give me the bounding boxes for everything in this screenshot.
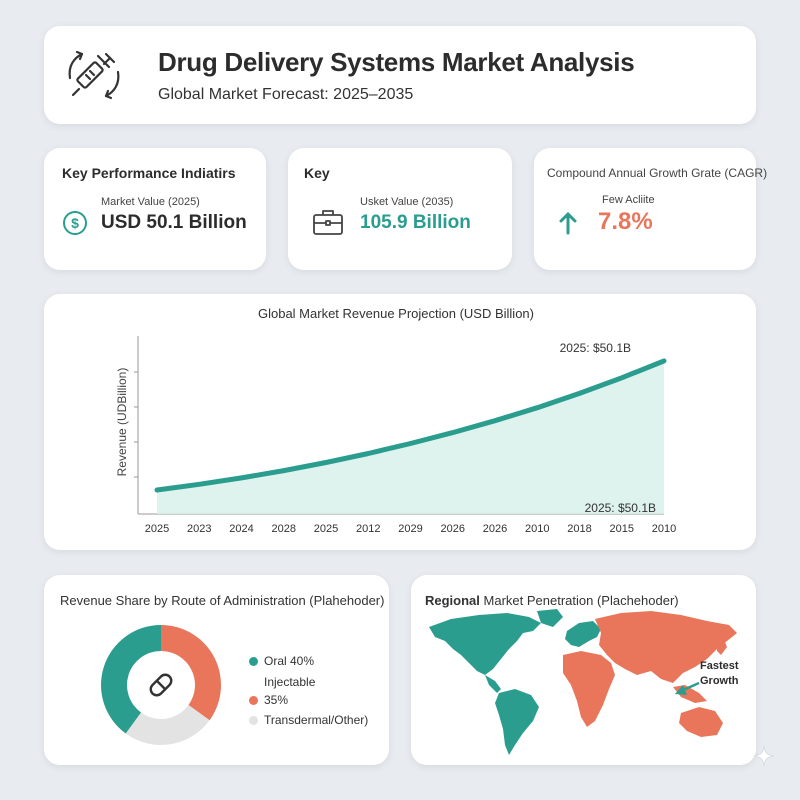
kpi-label: Usket Value (2035) <box>360 196 454 208</box>
arrow-up-icon <box>559 212 577 235</box>
kpi-card-market-value-2035: Key Usket Value (2035) 105.9 Billion <box>288 148 512 270</box>
kpi-value: 105.9 Billion <box>360 212 471 233</box>
region-japan <box>717 637 727 655</box>
annotation-line-1: Fastest <box>700 660 739 672</box>
sparkle-icon <box>753 745 775 767</box>
kpi-heading: Key Performance Indiatirs <box>62 165 236 181</box>
y-axis-label: Revenue (UDBillion) <box>115 368 129 477</box>
legend-label-transdermal: Transdermal/Other) <box>264 713 369 727</box>
legend-marker-transdermal <box>249 716 258 725</box>
svg-text:$: $ <box>71 215 79 231</box>
legend-marker-oral <box>249 657 258 666</box>
base-value-annotation: 2025: $50.1B <box>585 501 656 515</box>
fastest-growth-arrowhead <box>675 685 687 695</box>
x-tick-label: 2025 <box>314 523 338 535</box>
pill-icon <box>149 673 173 697</box>
kpi-card-market-value-2025: Key Performance Indiatirs $ Market Value… <box>44 148 266 270</box>
x-tick-label: 2029 <box>398 523 422 535</box>
kpi-value: 7.8% <box>598 208 653 235</box>
map-title: Regional Market Penetration (Plachehoder… <box>425 593 679 608</box>
x-tick-label: 2025 <box>145 523 169 535</box>
x-tick-label: 2012 <box>356 523 380 535</box>
kpi-label: Few Acliite <box>602 194 655 206</box>
briefcase-icon <box>313 210 343 235</box>
map-title-rest: Market Penetration (Plachehoder) <box>479 593 679 608</box>
x-tick-label: 2018 <box>567 523 591 535</box>
kpi-value: USD 50.1 Billion <box>101 212 247 233</box>
revenue-projection-card: Global Market Revenue Projection (USD Bi… <box>44 294 756 550</box>
dollar-icon: $ <box>63 211 87 235</box>
region-south-america <box>495 689 539 755</box>
kpi-card-cagr: Compound Annual Growth Grate (CAGR) Few … <box>534 148 767 270</box>
kpi-heading: Compound Annual Growth Grate (CAGR) <box>547 166 768 180</box>
legend-label-injectable: Injectable <box>264 675 316 689</box>
kpi-label: Market Value (2025) <box>101 196 200 208</box>
donut-slice-injectable <box>161 625 221 721</box>
x-tick-label: 2015 <box>610 523 634 535</box>
syringe-icon <box>68 50 120 100</box>
region-central-america <box>485 675 501 693</box>
donut-slice-oral <box>101 625 161 734</box>
header-card <box>44 26 756 124</box>
x-tick-label: 2026 <box>441 523 465 535</box>
x-tick-label: 2028 <box>272 523 296 535</box>
x-tick-label: 2026 <box>483 523 507 535</box>
page-subtitle: Global Market Forecast: 2025–2035 <box>158 86 414 103</box>
page-title: Drug Delivery Systems Market Analysis <box>158 47 635 77</box>
region-north-america <box>429 613 541 675</box>
region-australia <box>679 707 723 737</box>
legend-marker-injectable <box>249 696 258 705</box>
region-africa <box>563 651 615 727</box>
x-tick-label: 2010 <box>652 523 676 535</box>
x-tick-label: 2023 <box>187 523 211 535</box>
x-tick-label: 2010 <box>525 523 549 535</box>
route-share-card: Revenue Share by Route of Administration… <box>44 575 389 765</box>
world-map <box>429 609 737 755</box>
revenue-area-fill <box>157 360 664 514</box>
kpi-heading: Key <box>304 165 330 181</box>
legend-label-injectable-share: 35% <box>264 693 289 707</box>
fastest-growth-annotation: Fastest Growth <box>700 659 739 689</box>
map-title-bold: Regional <box>425 593 480 608</box>
donut-slice-transdermal <box>125 704 210 745</box>
regional-penetration-card: Regional Market Penetration (Plachehoder… <box>411 575 756 765</box>
revenue-projection-chart: Global Market Revenue Projection (USD Bi… <box>115 306 676 535</box>
legend-label-oral: Oral 40% <box>264 654 315 668</box>
chart-title: Global Market Revenue Projection (USD Bi… <box>258 306 534 321</box>
annotation-line-2: Growth <box>700 675 739 687</box>
x-tick-label: 2024 <box>229 523 253 535</box>
route-share-donut <box>101 625 221 745</box>
region-asia <box>595 611 737 683</box>
region-europe <box>565 621 601 647</box>
end-value-annotation: 2025: $50.1B <box>560 341 631 355</box>
donut-title: Revenue Share by Route of Administration… <box>60 593 385 608</box>
region-greenland <box>537 609 563 627</box>
